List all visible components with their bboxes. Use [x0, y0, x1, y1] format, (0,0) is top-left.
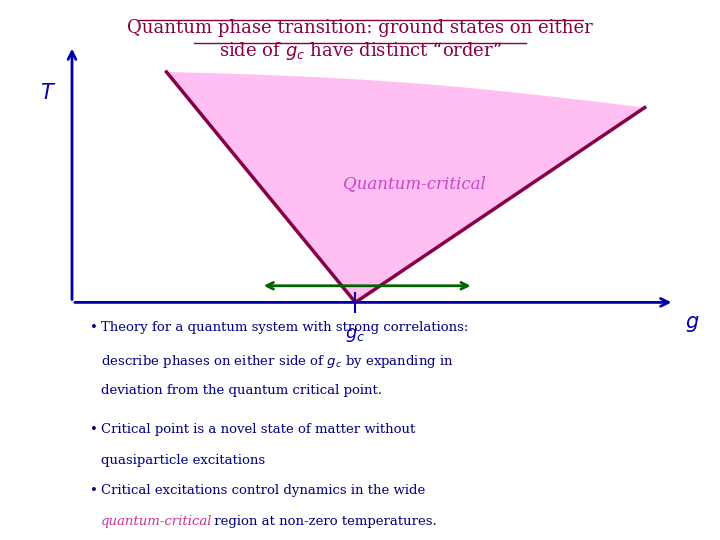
Text: describe phases on either side of $g_c$ by expanding in: describe phases on either side of $g_c$ … [101, 353, 454, 369]
Text: side of $g_c$ have distinct “order”: side of $g_c$ have distinct “order” [218, 40, 502, 63]
Text: Quantum phase transition: ground states on either: Quantum phase transition: ground states … [127, 19, 593, 37]
Text: quantum-critical: quantum-critical [101, 516, 212, 529]
Text: Critical point is a novel state of matter without: Critical point is a novel state of matte… [101, 423, 415, 436]
Text: $T$: $T$ [40, 83, 56, 103]
Text: $g$: $g$ [685, 314, 699, 334]
Text: •: • [90, 484, 98, 497]
Text: quasiparticle excitations: quasiparticle excitations [101, 454, 265, 468]
Text: •: • [90, 423, 98, 436]
Text: Theory for a quantum system with strong correlations:: Theory for a quantum system with strong … [101, 321, 468, 334]
Text: deviation from the quantum critical point.: deviation from the quantum critical poin… [101, 384, 382, 397]
Polygon shape [166, 72, 644, 302]
Text: Quantum-critical: Quantum-critical [343, 175, 486, 192]
Text: $g_c$: $g_c$ [346, 326, 366, 344]
Text: Critical excitations control dynamics in the wide: Critical excitations control dynamics in… [101, 484, 425, 497]
Text: region at non-zero temperatures.: region at non-zero temperatures. [210, 516, 437, 529]
Text: •: • [90, 321, 98, 334]
